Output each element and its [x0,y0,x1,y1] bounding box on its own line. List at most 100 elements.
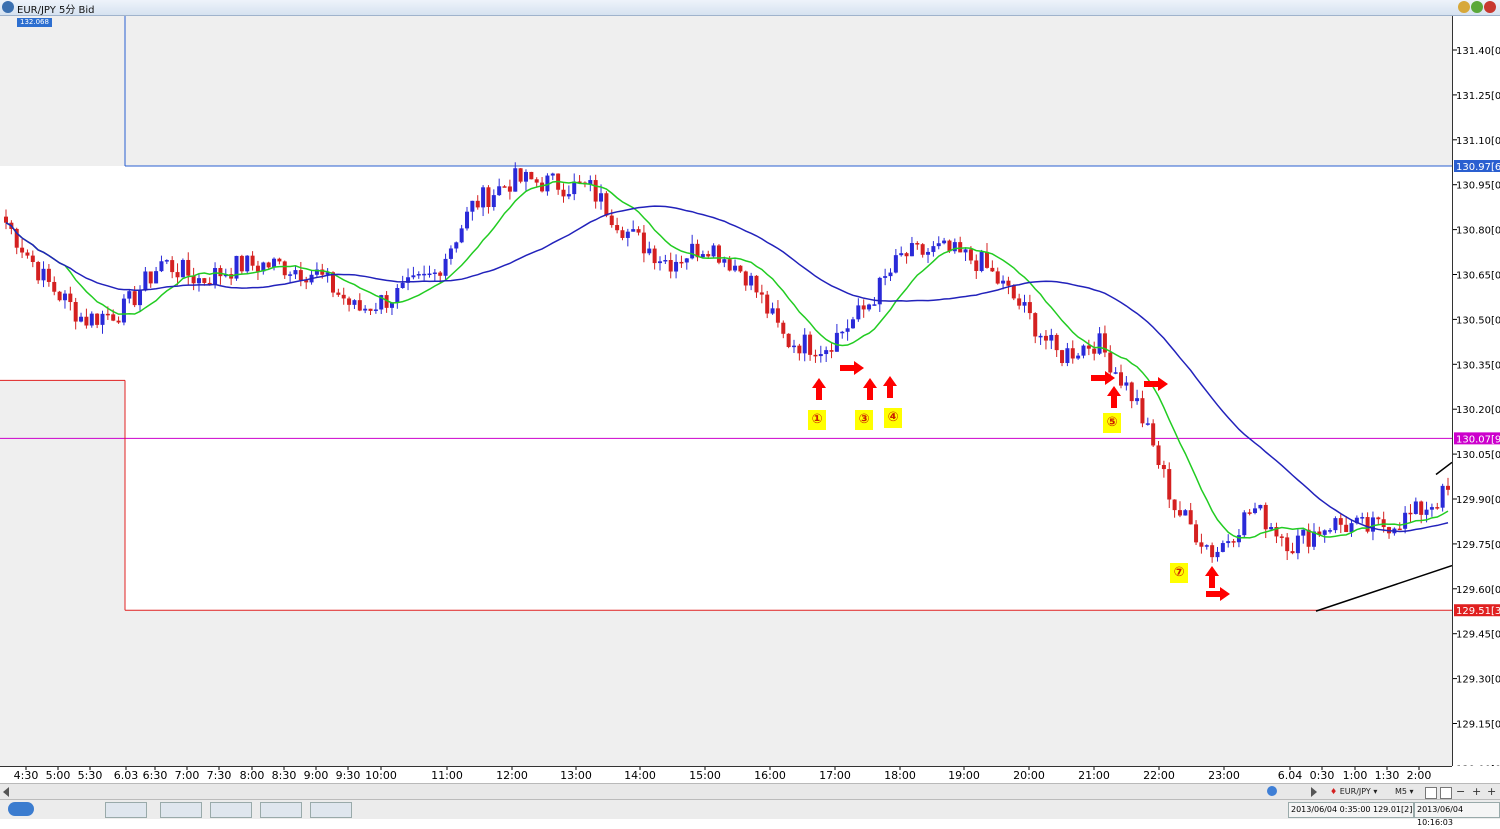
candle-body [1290,551,1295,554]
time-label: 8:30 [272,769,297,782]
candle-body [1161,465,1166,470]
horizontal-scrollbar[interactable]: ♦ EUR/JPY ▾ M5 ▾ − + + [0,783,1500,800]
left-range-zone [0,166,125,381]
candle-body [936,243,941,247]
taskbar-button-2[interactable] [160,802,202,818]
candle-body [518,168,523,182]
ma-fast-line [5,180,1449,539]
candle-body [497,186,502,196]
close-button[interactable] [1484,1,1496,13]
candle-body [138,290,143,306]
candle-body [352,300,357,305]
candle-body [1108,352,1113,373]
time-label: 20:00 [1013,769,1045,782]
candle-body [1011,285,1016,299]
candle-body [1097,333,1102,354]
candle-body [196,278,201,284]
candle-body [46,268,51,282]
candle-body [1306,529,1311,547]
candle-body [840,331,845,334]
candle-body [218,268,223,277]
candle-body [952,242,957,252]
time-label: 5:00 [46,769,71,782]
price-label: 129.30[0 [1456,675,1500,686]
tool-icon-1[interactable] [1425,787,1437,799]
candle-body [1242,512,1247,536]
price-chart[interactable] [0,16,1453,766]
candle-body [207,282,212,286]
candle-body [1381,519,1386,528]
price-label: 129.00[0 [1456,764,1500,766]
candle-body [657,261,662,264]
time-label: 18:00 [884,769,916,782]
candle-body [239,255,244,272]
candle-body [883,276,888,278]
candle-body [1397,528,1402,531]
candle-body [926,251,931,255]
candle-body [379,295,384,310]
taskbar-button-1[interactable] [105,802,147,818]
candle-body [191,275,196,284]
taskbar-button-3[interactable] [210,802,252,818]
minimize-button[interactable] [1458,1,1470,13]
candle-body [1006,280,1011,286]
candle-body [915,243,920,245]
candle-body [116,320,121,323]
candle-body [909,243,914,257]
time-label: 5:30 [78,769,103,782]
price-label: 130.65[0 [1456,271,1500,282]
time-label: 8:00 [240,769,265,782]
candle-body [282,261,287,276]
scroll-right-arrow-icon[interactable] [1311,787,1317,797]
candle-body [1086,345,1091,349]
candle-body [920,244,925,255]
candle-body [164,260,169,262]
start-button[interactable] [8,802,34,816]
taskbar-button-4[interactable] [260,802,302,818]
candle-body [513,168,518,192]
zoom-out-icon[interactable]: − [1456,785,1466,798]
candle-body [631,229,636,232]
scroll-thumb[interactable] [1267,786,1277,796]
candle-body [459,228,464,243]
candle-body [968,249,973,261]
candle-body [904,253,909,257]
candle-body [255,265,260,272]
candle-body [759,292,764,295]
tool-icon-2[interactable] [1440,787,1452,799]
candle-body [1333,518,1338,531]
price-label: 131.25[0 [1456,91,1500,102]
trendline-lower [1315,564,1453,612]
scroll-left-arrow-icon[interactable] [3,787,9,797]
candle-body [175,272,180,278]
zoom-in-icon-2[interactable]: + [1487,785,1497,798]
price-label: 130.20[0 [1456,405,1500,416]
taskbar-button-5[interactable] [310,802,352,818]
maximize-button[interactable] [1471,1,1483,13]
candle-body [1220,543,1225,552]
price-badge: 132.068 [17,18,52,27]
status-price: 129.01[2] [1373,805,1413,814]
time-label: 9:30 [336,769,361,782]
candle-body [829,350,834,352]
symbol-selector[interactable]: ♦ EUR/JPY ▾ [1330,786,1377,798]
timeframe-selector[interactable]: M5 ▾ [1395,786,1414,798]
app-icon [2,1,14,13]
candle-body [341,294,346,299]
candle-body [663,260,668,262]
candle-body [674,261,679,272]
candle-body [1440,485,1445,508]
time-label: 23:00 [1208,769,1240,782]
candle-body [481,187,486,208]
candle-body [121,298,126,323]
zoom-in-icon[interactable]: + [1472,785,1482,798]
candle-body [1322,530,1327,535]
candle-body [79,316,84,322]
candle-body [1081,345,1086,356]
candle-body [850,319,855,329]
candle-body [73,302,78,322]
window-titlebar: EUR/JPY 5分 Bid [0,0,1500,16]
candle-body [877,277,882,305]
candle-body [1295,535,1300,554]
candle-body [507,186,512,192]
